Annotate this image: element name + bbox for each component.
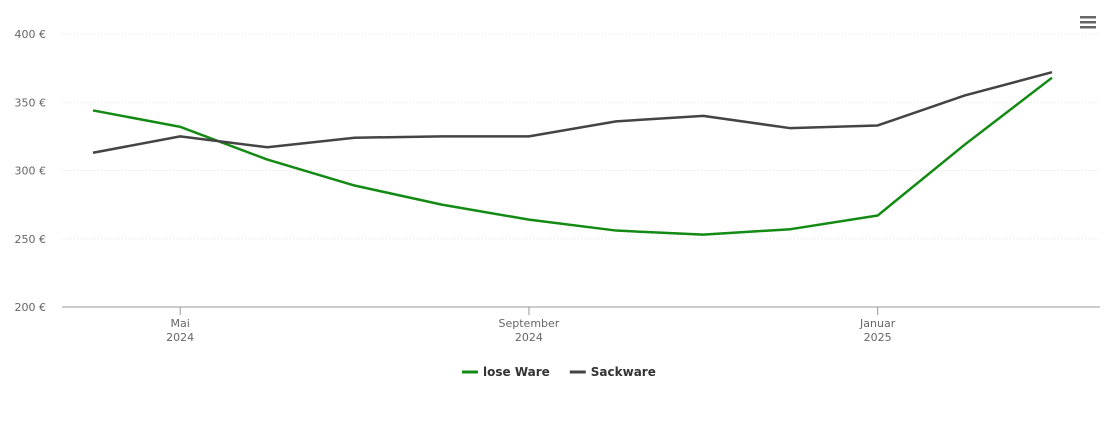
series-line (92, 71, 1053, 154)
x-tick-label: Januar 2025 (859, 317, 896, 344)
series-line (92, 76, 1053, 236)
x-tick-label: September 2024 (499, 317, 560, 344)
y-tick-label: 300 € (15, 165, 47, 178)
menu-icon[interactable] (1080, 16, 1096, 29)
legend-label: Sackware (591, 365, 656, 379)
menu-bar[interactable] (1080, 26, 1096, 29)
y-tick-label: 400 € (15, 28, 47, 41)
legend: lose Ware Sackware (462, 365, 656, 379)
y-tick-label: 250 € (15, 233, 47, 246)
x-tick-label: Mai 2024 (166, 317, 194, 344)
y-tick-label: 350 € (15, 96, 47, 109)
menu-bar[interactable] (1080, 21, 1096, 24)
y-tick-label: 200 € (15, 301, 47, 314)
legend-label: lose Ware (483, 365, 550, 379)
menu-bar[interactable] (1080, 16, 1096, 19)
